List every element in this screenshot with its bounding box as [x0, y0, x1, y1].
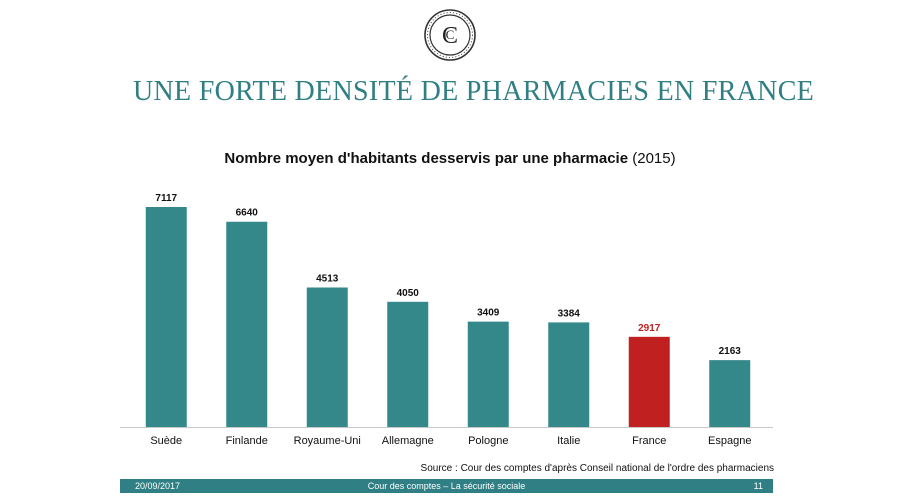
bar-1: [226, 221, 268, 427]
chart-title-main: Nombre moyen d'habitants desservis par u…: [224, 150, 629, 167]
slide-title: UNE FORTE DENSITÉ DE PHARMACIES EN FRANC…: [133, 76, 815, 107]
footer-bar: 20/09/2017 Cour des comptes – La sécurit…: [120, 479, 773, 493]
bar-7: [709, 360, 751, 427]
bar-4: [467, 321, 509, 427]
data-label-5: 3384: [558, 308, 581, 319]
data-label-2: 4513: [316, 273, 339, 284]
data-label-3: 4050: [397, 288, 420, 299]
bar-3: [387, 301, 429, 427]
x-tick-label-3: Allemagne: [382, 435, 434, 447]
data-label-6: 2917: [638, 323, 661, 334]
x-tick-label-2: Royaume-Uni: [294, 435, 361, 447]
chart-title: Nombre moyen d'habitants desservis par u…: [0, 150, 900, 167]
page-number: 11: [753, 481, 763, 491]
x-tick-label-1: Finlande: [226, 435, 268, 447]
data-label-7: 2163: [719, 346, 742, 357]
svg-text:C: C: [446, 27, 455, 42]
footer-date: 20/09/2017: [135, 481, 181, 491]
x-tick-label-4: Pologne: [468, 435, 508, 447]
x-tick-label-6: France: [632, 435, 666, 447]
bar-0: [145, 207, 187, 427]
data-label-0: 7117: [155, 193, 177, 204]
x-tick-label-5: Italie: [557, 435, 580, 447]
cour-des-comptes-seal-icon: C C: [423, 8, 477, 62]
bar-2: [306, 287, 348, 427]
x-tick-label-7: Espagne: [708, 435, 751, 447]
bar-5: [548, 322, 590, 427]
data-label-4: 3409: [477, 308, 500, 319]
svg-text:C: C: [442, 23, 458, 49]
bar-6: [628, 336, 670, 427]
footer-title: Cour des comptes – La sécurité sociale: [367, 481, 526, 491]
source-note: Source : Cour des comptes d'après Consei…: [420, 463, 774, 474]
data-label-1: 6640: [236, 208, 259, 219]
x-tick-label-0: Suède: [150, 435, 182, 447]
chart-title-year: (2015): [628, 150, 676, 167]
